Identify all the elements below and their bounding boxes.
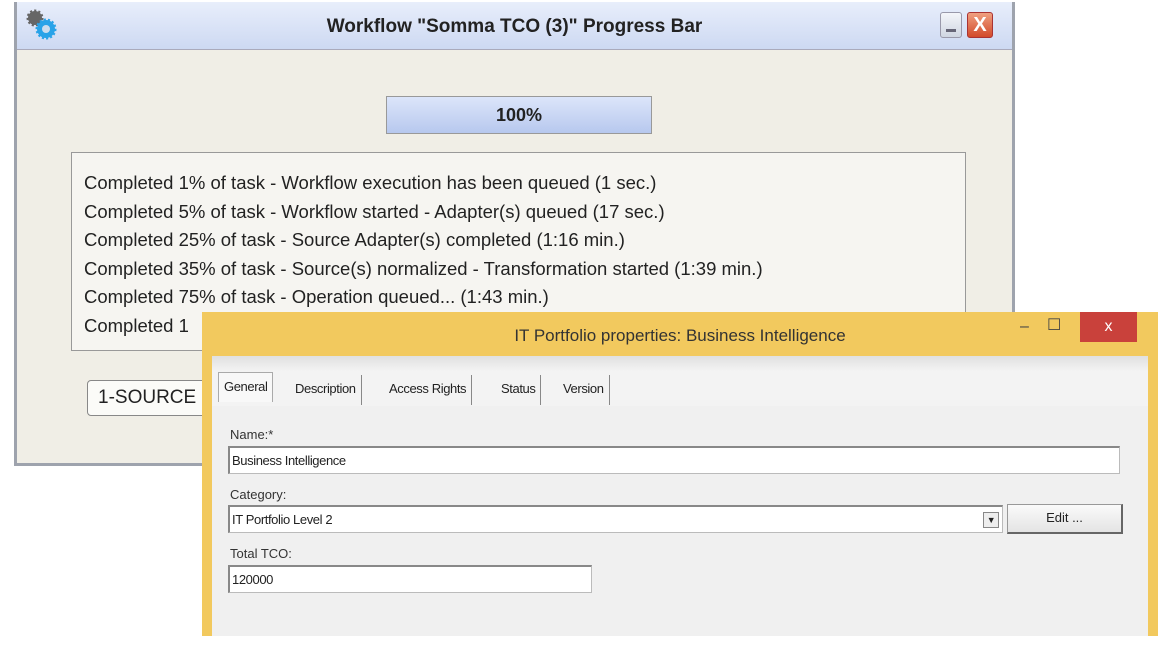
category-value: IT Portfolio Level 2: [232, 512, 333, 527]
total-tco-input[interactable]: 120000: [228, 565, 592, 593]
app-gear-icon: [26, 9, 57, 40]
minimize-button[interactable]: –: [1020, 318, 1029, 335]
chevron-down-icon[interactable]: ▼: [983, 512, 999, 528]
maximize-button[interactable]: ☐: [1047, 317, 1062, 334]
log-line: Completed 1: [84, 314, 189, 336]
progress-bar: 100%: [386, 96, 652, 134]
tab-description[interactable]: Description: [290, 375, 362, 405]
properties-panel: General Description Access Rights Status…: [212, 356, 1148, 636]
log-line: Completed 75% of task - Operation queued…: [84, 286, 549, 308]
close-button[interactable]: X: [967, 12, 993, 38]
log-line: Completed 1% of task - Workflow executio…: [84, 172, 657, 193]
tab-status[interactable]: Status: [496, 375, 542, 405]
window-title: Workflow "Somma TCO (3)" Progress Bar: [326, 16, 703, 37]
log-line: Completed 25% of task - Source Adapter(s…: [84, 229, 625, 251]
tab-general[interactable]: General: [218, 372, 274, 402]
progress-window: Workflow "Somma TCO (3)" Progress Bar X …: [14, 2, 1015, 466]
title-bar[interactable]: Workflow "Somma TCO (3)" Progress Bar X: [17, 2, 1012, 50]
edit-button[interactable]: Edit ...: [1007, 504, 1123, 534]
window-title: IT Portfolio properties: Business Intell…: [514, 326, 846, 345]
name-input[interactable]: Business Intelligence: [228, 446, 1120, 474]
properties-window: IT Portfolio properties: Business Intell…: [202, 312, 1158, 636]
log-line: Completed 5% of task - Workflow started …: [84, 200, 665, 222]
minimize-button[interactable]: [940, 12, 962, 38]
close-button[interactable]: x: [1080, 312, 1137, 342]
tab-access-rights[interactable]: Access Rights: [384, 375, 473, 405]
category-label: Category:: [230, 487, 287, 502]
log-line: Completed 35% of task - Source(s) normal…: [84, 257, 763, 279]
tab-version[interactable]: Version: [558, 375, 610, 405]
name-label: Name:*: [230, 427, 274, 442]
total-tco-label: Total TCO:: [230, 546, 292, 561]
tab-strip: General Description Access Rights Status…: [212, 356, 1148, 406]
category-select[interactable]: IT Portfolio Level 2 ▼: [228, 505, 1003, 533]
